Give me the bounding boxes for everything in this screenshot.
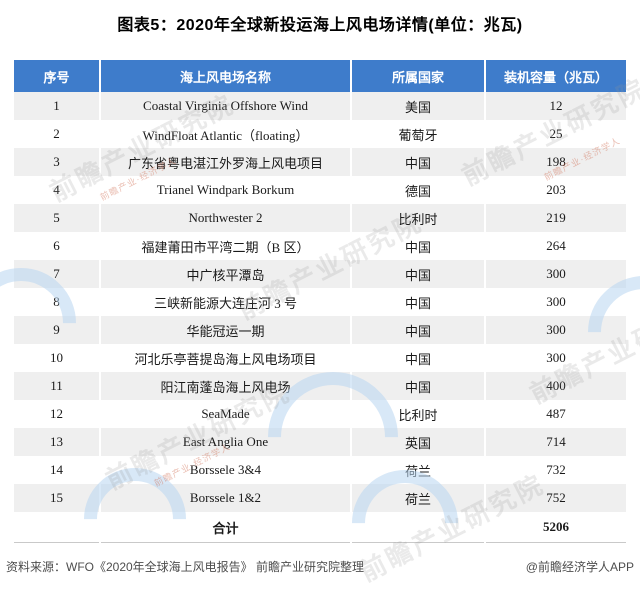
wind-farm-table: 序号 海上风电场名称 所属国家 装机容量（兆瓦） 1 Coastal Virgin… — [14, 60, 626, 543]
cell-capacity: 198 — [485, 148, 626, 176]
table-header: 序号 海上风电场名称 所属国家 装机容量（兆瓦） — [14, 60, 626, 92]
cell-no: 13 — [14, 428, 101, 456]
col-header-name: 海上风电场名称 — [100, 60, 352, 92]
cell-country: 中国 — [351, 288, 486, 316]
cell-capacity: 732 — [485, 456, 626, 484]
cell-country: 中国 — [351, 148, 486, 176]
total-capacity: 5206 — [485, 512, 626, 543]
cell-capacity: 714 — [485, 428, 626, 456]
cell-country: 荷兰 — [351, 484, 486, 512]
cell-country: 比利时 — [351, 400, 486, 428]
cell-capacity: 25 — [485, 120, 626, 148]
cell-no: 3 — [14, 148, 101, 176]
table-row: 5 Northwester 2 比利时 219 — [14, 204, 626, 232]
total-cell-empty-country — [351, 512, 486, 543]
table-row: 2 WindFloat Atlantic（floating） 葡萄牙 25 — [14, 120, 626, 148]
table-row: 10 河北乐亭菩提岛海上风电场项目 中国 300 — [14, 344, 626, 372]
cell-capacity: 12 — [485, 92, 626, 120]
cell-name: SeaMade — [100, 400, 352, 428]
cell-name: 华能冠运一期 — [100, 316, 352, 344]
cell-capacity: 400 — [485, 372, 626, 400]
cell-country: 美国 — [351, 92, 486, 120]
cell-no: 6 — [14, 232, 101, 260]
table-row: 7 中广核平潭岛 中国 300 — [14, 260, 626, 288]
cell-name: 河北乐亭菩提岛海上风电场项目 — [100, 344, 352, 372]
cell-no: 8 — [14, 288, 101, 316]
cell-country: 中国 — [351, 260, 486, 288]
table-body: 1 Coastal Virginia Offshore Wind 美国 12 2 Wind… — [14, 92, 626, 512]
cell-no: 9 — [14, 316, 101, 344]
page-title: 图表5：2020年全球新投运海上风电场详情(单位：兆瓦) — [117, 17, 523, 34]
cell-name: Trianel Windpark Borkum — [100, 176, 352, 204]
footer-bar: 资料来源：WFO《2020年全球海上风电报告》 前瞻产业研究院整理 @前瞻经济学… — [0, 558, 640, 575]
source-note: 资料来源：WFO《2020年全球海上风电报告》 前瞻产业研究院整理 — [6, 560, 365, 574]
table-row: 6 福建莆田市平湾二期（B 区） 中国 264 — [14, 232, 626, 260]
cell-country: 葡萄牙 — [351, 120, 486, 148]
cell-capacity: 487 — [485, 400, 626, 428]
cell-no: 14 — [14, 456, 101, 484]
total-label: 合计 — [100, 512, 352, 543]
cell-country: 中国 — [351, 316, 486, 344]
cell-no: 15 — [14, 484, 101, 512]
header-row: 序号 海上风电场名称 所属国家 装机容量（兆瓦） — [14, 60, 626, 92]
cell-country: 中国 — [351, 372, 486, 400]
cell-no: 4 — [14, 176, 101, 204]
cell-name: Coastal Virginia Offshore Wind — [100, 92, 352, 120]
cell-country: 中国 — [351, 232, 486, 260]
cell-no: 1 — [14, 92, 101, 120]
total-cell-empty-no — [14, 512, 101, 543]
cell-name: WindFloat Atlantic（floating） — [100, 120, 352, 148]
cell-country: 中国 — [351, 344, 486, 372]
cell-no: 2 — [14, 120, 101, 148]
cell-no: 10 — [14, 344, 101, 372]
cell-no: 12 — [14, 400, 101, 428]
cell-capacity: 219 — [485, 204, 626, 232]
col-header-country: 所属国家 — [351, 60, 486, 92]
brand-credit: @前瞻经济学人APP — [525, 560, 634, 574]
cell-name: Borssele 1&2 — [100, 484, 352, 512]
cell-name: 广东省粤电湛江外罗海上风电项目 — [100, 148, 352, 176]
cell-name: 福建莆田市平湾二期（B 区） — [100, 232, 352, 260]
cell-name: East Anglia One — [100, 428, 352, 456]
col-header-no: 序号 — [14, 60, 101, 92]
col-header-capacity: 装机容量（兆瓦） — [485, 60, 626, 92]
cell-name: Borssele 3&4 — [100, 456, 352, 484]
table-footer: 合计 5206 — [14, 512, 626, 543]
cell-capacity: 300 — [485, 288, 626, 316]
cell-country: 德国 — [351, 176, 486, 204]
cell-country: 荷兰 — [351, 456, 486, 484]
table-row: 13 East Anglia One 英国 714 — [14, 428, 626, 456]
table-row: 4 Trianel Windpark Borkum 德国 203 — [14, 176, 626, 204]
cell-capacity: 300 — [485, 260, 626, 288]
table-row: 1 Coastal Virginia Offshore Wind 美国 12 — [14, 92, 626, 120]
cell-name: Northwester 2 — [100, 204, 352, 232]
cell-capacity: 203 — [485, 176, 626, 204]
cell-country: 比利时 — [351, 204, 486, 232]
cell-capacity: 752 — [485, 484, 626, 512]
table-row: 15 Borssele 1&2 荷兰 752 — [14, 484, 626, 512]
table-row: 11 阳江南蓬岛海上风电场 中国 400 — [14, 372, 626, 400]
table-row: 8 三峡新能源大连庄河 3 号中国 300 — [14, 288, 626, 316]
table-row: 3 广东省粤电湛江外罗海上风电项目 中国 198 — [14, 148, 626, 176]
table-row: 14 Borssele 3&4 荷兰 732 — [14, 456, 626, 484]
cell-name: 中广核平潭岛 — [100, 260, 352, 288]
cell-capacity: 300 — [485, 344, 626, 372]
cell-no: 11 — [14, 372, 101, 400]
table-row: 9 华能冠运一期 中国 300 — [14, 316, 626, 344]
cell-capacity: 264 — [485, 232, 626, 260]
total-row: 合计 5206 — [14, 512, 626, 543]
cell-no: 5 — [14, 204, 101, 232]
cell-name: 三峡新能源大连庄河 3 号 — [100, 288, 352, 316]
cell-capacity: 300 — [485, 316, 626, 344]
table-row: 12 SeaMade 比利时 487 — [14, 400, 626, 428]
cell-country: 英国 — [351, 428, 486, 456]
cell-no: 7 — [14, 260, 101, 288]
cell-name: 阳江南蓬岛海上风电场 — [100, 372, 352, 400]
